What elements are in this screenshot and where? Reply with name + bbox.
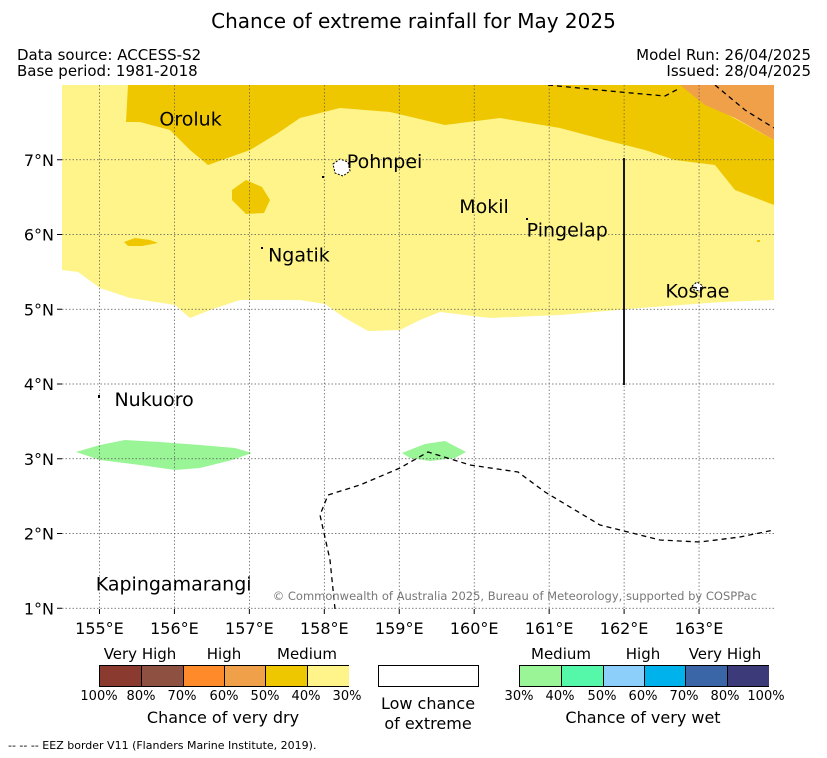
lon-tick-label: 156°E [150,619,199,638]
lat-tick-label: 2°N [24,525,54,544]
place-label-pingelap: Pingelap [527,219,608,241]
lat-tick-label: 1°N [24,599,54,618]
model-run: Model Run: 26/04/2025 [636,46,811,64]
wet-category-very-high: Very High [688,645,762,663]
wet-caption: Chance of very wet [565,708,721,727]
lat-tick-label: 7°N [24,151,54,170]
data-source: Data source: ACCESS-S2 [17,46,202,64]
dry-tick: 30% [332,689,362,704]
dry-tick: 40% [291,689,321,704]
mokil-atoll-icon [526,218,528,220]
dry-bar-segment [224,666,267,686]
low-chance-swatch [378,665,479,687]
dry-category-high: High [206,645,242,663]
wet-bar-segment [644,666,687,686]
lon-tick-label: 158°E [300,619,349,638]
dry-bar-segment [141,666,184,686]
wet-tick: 70% [669,689,699,704]
low-chance-caption-line2: of extreme [384,714,472,733]
dry-category-very-high: Very High [103,645,177,663]
nukuoro-atoll-icon [98,395,100,398]
dry-medium-patch [232,180,270,214]
place-label-kosrae: Kosrae [665,281,729,303]
lat-tick-label: 4°N [24,375,54,394]
wet-colorbar [519,665,769,687]
rainfall-map: Oroluk Pohnpei Mokil Pingelap Ngatik Kosrae Nu… [24,85,774,638]
place-label-oroluk: Oroluk [159,109,221,131]
lon-tick-label: 160°E [450,619,499,638]
low-chance-caption-line1: Low chance [380,694,476,713]
dry-tick: 70% [167,689,197,704]
lon-tick-label: 163°E [675,619,724,638]
dry-bar-segment [265,666,308,686]
wet-medium-patch-east [402,441,466,461]
place-label-ngatik: Ngatik [268,245,330,267]
place-labels: Oroluk Pohnpei Mokil Pingelap Ngatik Kosrae Nu… [96,109,730,596]
lon-tick-label: 155°E [75,619,124,638]
lat-tick-label: 3°N [24,450,54,469]
dry-medium-region [126,85,774,205]
dry-category-medium: Medium [277,645,337,663]
lon-tick-label: 157°E [225,619,274,638]
wet-category-high: High [625,645,661,663]
lon-tick-label: 159°E [375,619,424,638]
dry-bar-segment [182,666,225,686]
wet-tick: 50% [587,689,617,704]
dry-caption: Chance of very dry [146,708,300,727]
wet-category-medium: Medium [531,645,591,663]
place-label-pohnpei: Pohnpei [347,151,423,173]
eez-border [319,85,774,609]
wet-medium-patch-west [76,440,252,470]
wet-bar-segment [602,666,645,686]
wet-bar-segment [726,666,769,686]
dry-tick: 60% [209,689,239,704]
wet-tick: 100% [747,689,785,704]
wet-bar-segment [561,666,604,686]
dry-medium-dot [757,240,760,242]
ngatik-atoll-icon [261,247,263,249]
place-label-nukuoro: Nukuoro [114,389,193,411]
wet-tick: 60% [628,689,658,704]
dry-tick: 80% [126,689,156,704]
dry-bar-segment [306,666,349,686]
place-label-mokil: Mokil [459,196,509,218]
wet-tick: 40% [545,689,575,704]
page-title: Chance of extreme rainfall for May 2025 [211,9,616,33]
place-label-kapingamarangi: Kapingamarangi [96,574,252,596]
dry-colorbar [99,665,349,687]
copyright-notice: © Commonwealth of Australia 2025, Bureau… [273,589,757,603]
base-period: Base period: 1981-2018 [17,62,198,80]
dry-high-region [680,85,774,140]
pohnpei-island-icon [332,158,351,177]
wet-bar-segment [520,666,562,686]
wet-tick: 30% [504,689,534,704]
wet-bar-segment [685,666,728,686]
issued-date: Issued: 28/04/2025 [666,62,811,80]
ant-atoll-icon [322,176,324,178]
lat-tick-label: 5°N [24,300,54,319]
axis-ticks: 155°E 156°E 157°E 158°E 159°E 160°E 161°E 162°E… [24,151,724,638]
map-plot-area: Oroluk Pohnpei Mokil Pingelap Ngatik Kosrae Nu… [62,85,774,609]
dry-medium-patch-small [124,238,158,246]
dry-tick: 50% [250,689,280,704]
lon-tick-label: 162°E [600,619,649,638]
dry-tick: 100% [80,689,118,704]
lon-tick-label: 161°E [525,619,574,638]
kosrae-island-icon [691,281,704,292]
dry-bar-segment [100,666,142,686]
eez-footnote: -- -- -- EEZ border V11 (Flanders Marine… [8,739,317,752]
lat-tick-label: 6°N [24,226,54,245]
wet-tick: 80% [710,689,740,704]
